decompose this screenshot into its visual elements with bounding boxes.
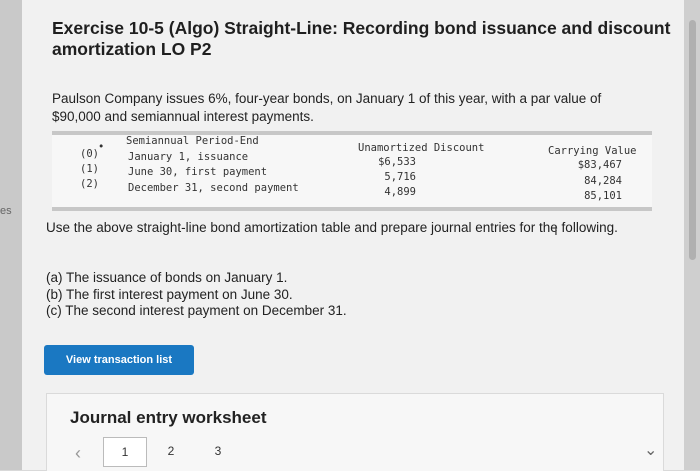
row-0-index: (0) (80, 148, 99, 160)
page-2-tab[interactable]: 2 (167, 444, 175, 458)
header-discount: Unamortized Discount (358, 142, 485, 154)
left-panel-strip: es (0, 0, 22, 470)
task-list: (a) The issuance of bonds on January 1. … (46, 270, 546, 320)
row-0-discount: $6,533 (378, 156, 416, 168)
header-marker: • (98, 141, 105, 153)
page-scrollbar[interactable] (684, 0, 700, 470)
task-a: (a) The issuance of bonds on January 1. (46, 270, 288, 285)
row-1-period: June 30, first payment (128, 166, 268, 178)
journal-entry-worksheet: Journal entry worksheet ‹ 1 2 3 ⌄ (46, 393, 664, 471)
page-3-tab[interactable]: 3 (214, 444, 222, 458)
text-cursor-icon: I (554, 222, 558, 238)
task-c: (c) The second interest payment on Decem… (46, 303, 347, 318)
row-2-period: December 31, second payment (128, 182, 299, 194)
worksheet-title: Journal entry worksheet (70, 408, 267, 427)
page-1-tab[interactable]: 1 (103, 437, 147, 467)
row-2-index: (2) (80, 178, 99, 190)
header-carrying: Carrying Value (548, 145, 637, 157)
content-page: Exercise 10-5 (Algo) Straight-Line: Reco… (22, 0, 684, 471)
exercise-title: Exercise 10-5 (Algo) Straight-Line: Reco… (52, 18, 671, 59)
row-1-carrying: 84,284 (584, 175, 622, 187)
chevron-left-icon[interactable]: ‹ (75, 443, 81, 463)
amortization-table: • Semiannual Period-End Unamortized Disc… (52, 131, 652, 211)
chevron-right-icon[interactable]: ⌄ (644, 442, 658, 459)
row-0-period: January 1, issuance (128, 151, 249, 163)
side-tag: es (0, 205, 12, 217)
row-0-carrying: $83,467 (577, 159, 622, 171)
problem-intro: Paulson Company issues 6%, four-year bon… (52, 91, 602, 124)
instructions-text: Use the above straight-line bond amortiz… (46, 220, 618, 235)
task-b: (b) The first interest payment on June 3… (46, 286, 293, 302)
header-period: Semiannual Period-End (126, 135, 259, 147)
row-2-carrying: 85,101 (584, 190, 622, 202)
row-1-discount: 5,716 (384, 171, 416, 183)
scrollbar-thumb[interactable] (689, 20, 696, 260)
row-2-discount: 4,899 (384, 186, 416, 198)
row-1-index: (1) (80, 163, 99, 175)
view-transaction-list-button[interactable]: View transaction list (44, 345, 194, 375)
